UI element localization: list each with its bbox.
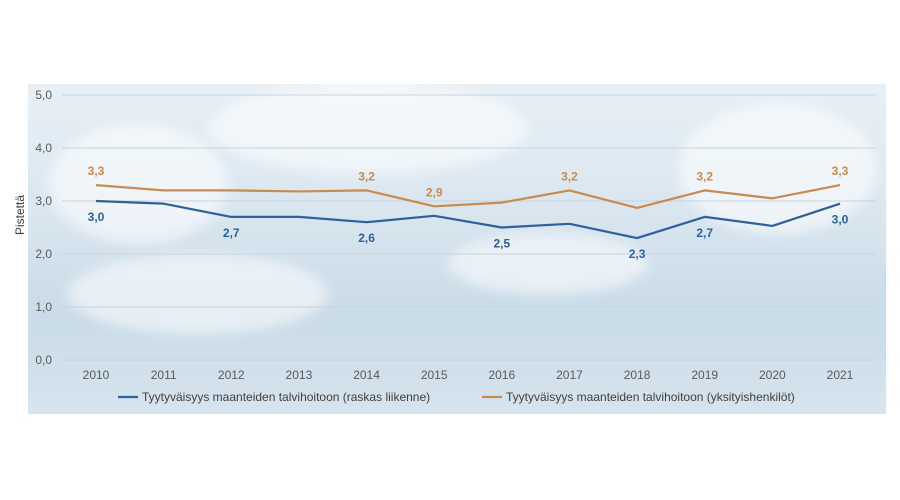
series-line-heavy-traffic <box>95 199 841 240</box>
data-label: 2,6 <box>358 231 375 245</box>
legend-label: Tyytyväisyys maanteiden talvihoitoon (yk… <box>506 390 795 404</box>
data-labels: 3,0 2,7 2,6 2,5 2,3 2,7 3,0 3,3 3,2 2,9 3,2 3,2 3,3 <box>88 164 849 261</box>
y-tick-label: 3,0 <box>35 194 52 208</box>
series-lines <box>95 184 841 240</box>
frost-decoration <box>68 254 328 334</box>
data-label: 3,0 <box>832 213 849 227</box>
y-tick-label: 2,0 <box>35 247 52 261</box>
x-tick-label: 2021 <box>827 368 854 382</box>
y-axis-ticks: 0,0 1,0 2,0 3,0 4,0 5,0 <box>35 88 52 367</box>
x-tick-label: 2020 <box>759 368 786 382</box>
x-tick-label: 2012 <box>218 368 245 382</box>
x-tick-label: 2017 <box>556 368 583 382</box>
data-label: 3,2 <box>358 169 375 183</box>
y-tick-label: 0,0 <box>35 353 52 367</box>
x-axis-ticks: 2010 2011 2012 2013 2014 2015 2016 2017 2018 2019… <box>83 368 854 382</box>
data-label: 2,3 <box>629 247 646 261</box>
data-label: 3,3 <box>832 164 849 178</box>
y-axis-title: Pistettä <box>13 195 27 235</box>
frost-decoration <box>208 84 528 174</box>
frost-decoration <box>678 104 878 234</box>
chart-panel <box>28 84 886 414</box>
data-label: 2,7 <box>696 226 713 240</box>
x-tick-label: 2019 <box>691 368 718 382</box>
x-tick-label: 2014 <box>353 368 380 382</box>
frost-decoration <box>48 124 228 244</box>
legend: Tyytyväisyys maanteiden talvihoitoon (ra… <box>118 390 795 404</box>
y-tick-label: 5,0 <box>35 88 52 102</box>
data-label: 2,7 <box>223 226 240 240</box>
y-tick-label: 1,0 <box>35 300 52 314</box>
x-tick-label: 2018 <box>624 368 651 382</box>
data-label: 3,0 <box>88 210 105 224</box>
x-tick-label: 2013 <box>286 368 313 382</box>
x-tick-label: 2016 <box>488 368 515 382</box>
x-tick-label: 2015 <box>421 368 448 382</box>
data-label: 3,2 <box>561 169 578 183</box>
gridlines <box>62 94 876 361</box>
series-line-private <box>95 184 841 209</box>
data-label: 2,9 <box>426 185 443 199</box>
frost-decoration <box>448 234 648 294</box>
x-tick-label: 2011 <box>151 368 177 382</box>
data-label: 2,5 <box>493 237 510 251</box>
x-tick-label: 2010 <box>83 368 110 382</box>
y-tick-label: 4,0 <box>35 141 52 155</box>
data-label: 3,2 <box>696 169 713 183</box>
legend-label: Tyytyväisyys maanteiden talvihoitoon (ra… <box>142 390 430 404</box>
data-label: 3,3 <box>88 164 105 178</box>
